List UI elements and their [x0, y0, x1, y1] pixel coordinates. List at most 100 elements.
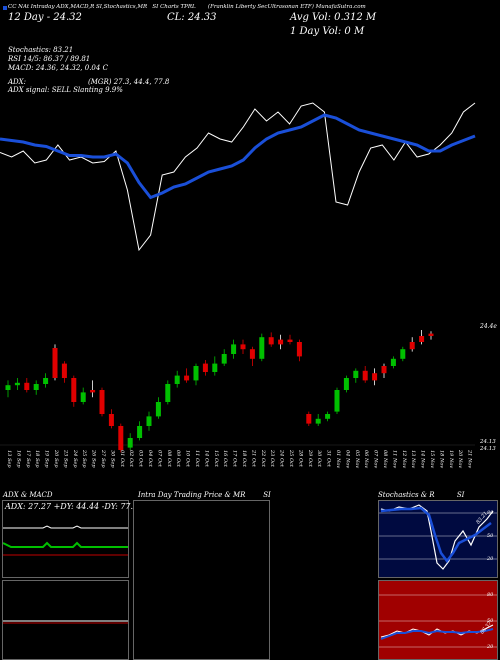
date-tick-label: 08 Oct: [166, 450, 172, 468]
date-tick-label: 05 Nov: [354, 450, 360, 468]
timeframe-label: 12 Day - 24.32: [8, 12, 82, 23]
candle-body: [372, 373, 378, 381]
date-tick-label: 01 Oct: [119, 450, 125, 468]
candle-body: [325, 414, 331, 419]
date-tick-label: 25 Oct: [288, 449, 294, 468]
candle-body: [343, 378, 349, 390]
candle-body: [99, 390, 105, 414]
date-tick-label: 18 Sep: [34, 450, 40, 468]
date-tick-label: 23 Oct: [269, 449, 275, 468]
date-tick-label: 18 Nov: [438, 450, 444, 468]
candle-body: [315, 418, 321, 424]
stoch-d-line: [380, 506, 492, 564]
date-tick-label: 02 Oct: [128, 450, 134, 468]
candle-body: [390, 358, 396, 366]
candle-body: [231, 344, 237, 354]
date-tick-label: 12 Nov: [401, 450, 407, 468]
date-tick-label: 25 Sep: [81, 449, 87, 468]
price-line: [0, 102, 476, 252]
stoch-label-20: 20: [487, 556, 494, 562]
date-tick-label: 04 Oct: [147, 450, 153, 468]
date-tick-label: 31 Oct: [326, 450, 332, 468]
candle-body: [202, 363, 208, 372]
candle-body: [61, 363, 67, 378]
macd-panel: [2, 580, 129, 660]
date-tick-label: 19 Sep: [44, 450, 50, 468]
price-axis-top: 24.4e: [480, 323, 497, 330]
candle-body: [137, 426, 143, 438]
stoch-panel-title: Stochastics & R SI: [378, 491, 465, 499]
date-tick-label: 17 Oct: [232, 450, 238, 468]
candle-body: [221, 354, 227, 364]
candle-body: [362, 370, 368, 381]
candlestick-chart: 13 Sep 16 Sep 17 Sep 18 Sep 19 Sep 20 Sep 23 S…: [0, 330, 475, 468]
candle-body: [80, 392, 86, 402]
rsi-readout: RSI 14/5: 86.37 / 89.81: [8, 55, 91, 63]
stoch-label-80: 80: [487, 510, 494, 516]
date-tick-label: 14 Nov: [420, 450, 426, 468]
rsi-label-50: 50: [487, 618, 494, 624]
candle-body: [278, 339, 284, 345]
date-tick-label: 21 Nov: [467, 449, 473, 468]
candle-body: [108, 414, 114, 426]
candle-body: [249, 349, 255, 359]
candle-body: [306, 414, 312, 424]
top-line-chart: [0, 102, 476, 252]
candle-body: [381, 366, 387, 374]
candle-body: [334, 390, 340, 412]
candle-body: [118, 426, 124, 450]
date-tick-label: 13 Sep: [6, 450, 12, 468]
date-tick-label: 27 Sep: [100, 449, 106, 468]
candle-body: [400, 349, 406, 359]
date-tick-label: 30 Sep: [109, 450, 115, 468]
close-label: CL: 24.33: [167, 12, 217, 23]
date-tick-label: 16 Oct: [222, 450, 228, 468]
candle-body: [127, 438, 133, 448]
candle-body: [24, 382, 30, 390]
candle-body: [90, 390, 96, 393]
intraday-panel-title: Intra Day Trading Price & MR SI: [138, 491, 271, 499]
candle-body: [296, 342, 302, 357]
date-tick-label: 29 Oct: [307, 449, 313, 468]
date-tick-label: 11 Nov: [391, 450, 397, 468]
candle-body: [5, 385, 11, 390]
candle-body: [165, 384, 171, 402]
date-tick-label: 15 Oct: [213, 450, 219, 468]
macd-readout: MACD: 24.36, 24.32, 0.04 C: [8, 64, 108, 72]
date-tick-label: 14 Oct: [203, 450, 209, 468]
adx-panel-title: ADX & MACD: [3, 491, 53, 499]
stoch-panel: 80 50 20 83.21: [378, 500, 498, 578]
date-tick-label: 16 Sep: [15, 450, 21, 468]
date-tick-label: 19 Nov: [448, 450, 454, 468]
adx-label: ADX:: [8, 78, 27, 86]
ma-line: [0, 113, 476, 200]
stoch-label-50: 50: [487, 533, 494, 539]
date-tick-label: 18 Oct: [241, 450, 247, 468]
date-tick-label: 08 Nov: [382, 450, 388, 468]
candle-body: [184, 375, 190, 381]
date-tick-label: 20 Sep: [53, 449, 59, 468]
date-tick-label: 04 Nov: [344, 450, 350, 468]
candle-body: [193, 366, 199, 381]
date-tick-label: 06 Nov: [363, 450, 369, 468]
date-tick-label: 28 Oct: [297, 449, 303, 468]
candle-body: [287, 339, 293, 342]
adx-line-green: [3, 541, 128, 548]
avg-vol-label: Avg Vol: 0.312 M: [290, 12, 377, 23]
candle-body: [174, 375, 180, 384]
date-tick-label: 07 Oct: [156, 450, 162, 468]
date-tick-label: 01 Nov: [335, 450, 341, 468]
date-tick-label: 20 Nov: [457, 449, 463, 468]
candle-body: [146, 416, 152, 426]
candle-body: [353, 370, 359, 378]
stoch-k-line: [380, 504, 494, 570]
candle-body: [71, 378, 77, 402]
header-line-1: CC NAt Intraday ADX,MACD,R SI,Stochastic…: [8, 4, 366, 10]
date-tick-label: 24 Sep: [72, 449, 78, 468]
date-tick-label: 21 Oct: [250, 449, 256, 468]
date-tick-label: 15 Nov: [429, 450, 435, 468]
stoch-readout: Stochastics: 83.21: [8, 46, 74, 54]
date-tick-label: 26 Sep: [91, 449, 97, 468]
candle-body: [52, 348, 58, 378]
date-tick-label: 30 Oct: [316, 450, 322, 468]
